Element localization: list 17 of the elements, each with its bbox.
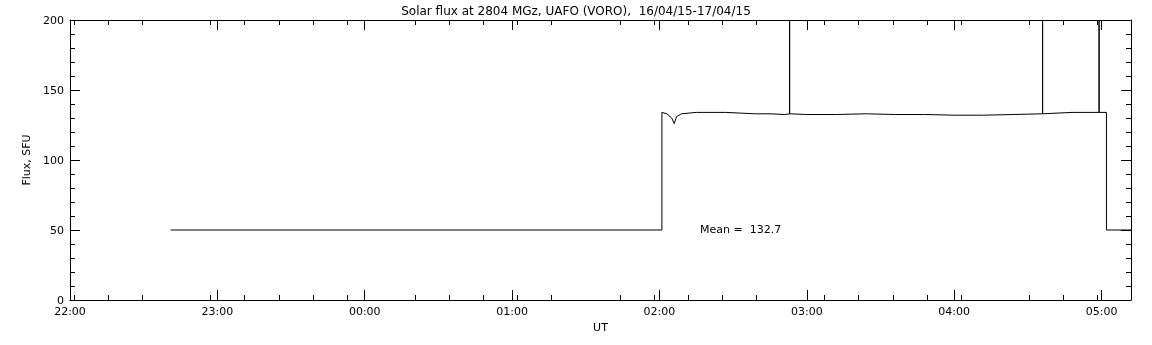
x-tick-label: 04:00 bbox=[938, 305, 971, 318]
y-tick-label: 50 bbox=[50, 223, 64, 237]
y-axis-title: Flux, SFU bbox=[20, 134, 33, 186]
x-tick-label: 01:00 bbox=[496, 305, 528, 318]
annotation: Mean = 132.7 bbox=[700, 223, 782, 236]
x-axis-title: UT bbox=[593, 321, 609, 334]
x-tick-label: 02:00 bbox=[643, 305, 676, 318]
x-tick-label: 05:00 bbox=[1085, 305, 1118, 318]
chart-title: Solar flux at 2804 MGz, UAFO (VORO), 16/04/15-17/04/15 bbox=[401, 4, 751, 18]
x-tick-label: 22:00 bbox=[54, 305, 86, 318]
y-tick-label: 100 bbox=[43, 153, 64, 167]
x-tick-label: 23:00 bbox=[201, 305, 234, 318]
x-tick-label: 00:00 bbox=[348, 305, 381, 318]
y-tick-label: 150 bbox=[43, 83, 64, 97]
y-tick-label: 0 bbox=[57, 293, 64, 307]
y-tick-label: 200 bbox=[43, 13, 64, 27]
x-tick-label: 03:00 bbox=[790, 305, 823, 318]
